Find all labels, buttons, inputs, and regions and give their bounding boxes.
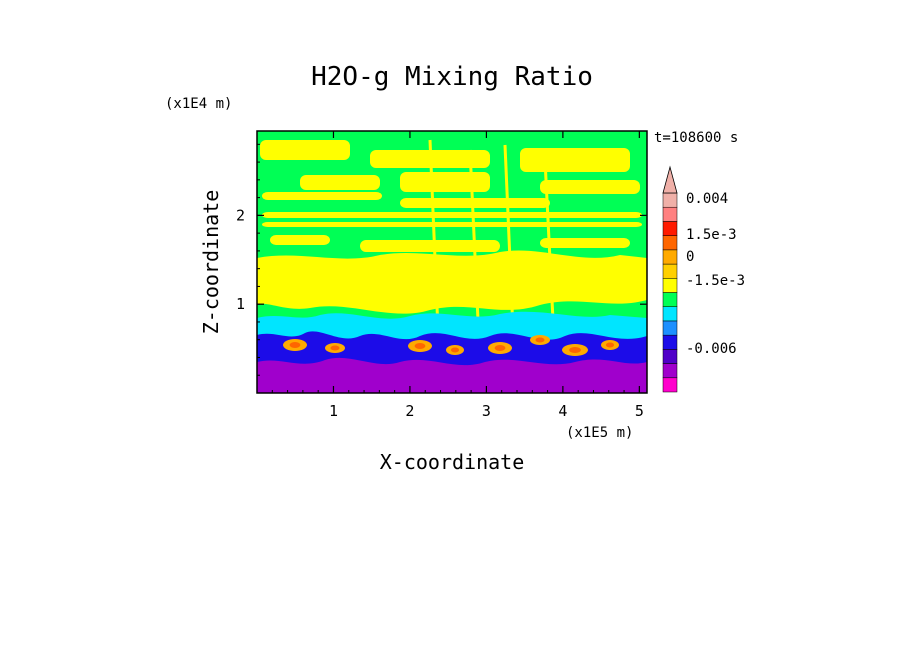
- x-tick-label: 5: [635, 402, 644, 420]
- moist-patch: [300, 175, 380, 190]
- moist-patch: [540, 180, 640, 194]
- streak: [503, 144, 515, 331]
- x-unit-label: (x1E5 m): [566, 425, 633, 441]
- x-tick-label: 1: [329, 402, 338, 420]
- colorbar-arrow: [662, 165, 678, 194]
- y-axis-label: Z-coordinate: [199, 190, 223, 335]
- plot-frame: [256, 130, 648, 394]
- streak: [543, 159, 555, 321]
- chart-title: H2O-g Mixing Ratio: [311, 62, 593, 92]
- colorbar-label: 0: [686, 249, 694, 265]
- y-unit-label: (x1E4 m): [165, 96, 232, 112]
- colorbar: [662, 165, 678, 393]
- moist-patch: [262, 212, 642, 218]
- y-axis: 12: [236, 143, 647, 376]
- colorbar-band: [662, 363, 678, 379]
- colorbar-band: [662, 192, 678, 208]
- hot-core: [535, 337, 545, 343]
- colorbar-band: [662, 292, 678, 307]
- x-axis-label: X-coordinate: [380, 450, 525, 474]
- colorbar-band: [662, 249, 678, 265]
- x-axis: 1 2 3 4 5: [271, 131, 644, 420]
- moist-patch: [400, 198, 550, 208]
- hot-core: [450, 347, 460, 353]
- colorbar-label: 1.5e-3: [686, 227, 737, 243]
- colorbar-band: [662, 263, 678, 279]
- moist-patch: [360, 240, 500, 252]
- moist-patch: [270, 235, 330, 245]
- colorbar-band: [662, 278, 678, 293]
- streak: [428, 139, 440, 331]
- colorbar-label: 0.004: [686, 191, 728, 207]
- colorbar-band: [662, 320, 678, 336]
- moist-patch: [540, 238, 630, 248]
- colorbar-label: -1.5e-3: [686, 273, 745, 289]
- hot-core: [569, 347, 581, 353]
- time-label: t=108600 s: [654, 130, 738, 146]
- hot-core: [289, 342, 301, 348]
- colorbar-band: [662, 377, 678, 393]
- moist-patch: [260, 140, 350, 160]
- hot-core: [605, 342, 615, 348]
- x-tick-label: 3: [482, 402, 491, 420]
- x-tick-label: 4: [558, 402, 567, 420]
- y-tick-label: 2: [236, 206, 245, 224]
- moist-patch: [262, 222, 642, 227]
- contour-field: [257, 131, 647, 393]
- streak: [468, 149, 480, 321]
- colorbar-band: [662, 235, 678, 251]
- x-tick-label: 2: [405, 402, 414, 420]
- colorbar-label: -0.006: [686, 341, 737, 357]
- hot-core: [414, 343, 426, 349]
- deep-layer: [257, 357, 647, 393]
- moist-patch: [520, 148, 630, 172]
- colorbar-band: [662, 206, 678, 222]
- colorbar-band: [662, 221, 678, 236]
- hot-core: [330, 345, 340, 351]
- moist-patch: [262, 192, 382, 200]
- colorbar-band: [662, 334, 678, 350]
- moist-patch: [400, 172, 490, 192]
- y-tick-label: 1: [236, 295, 245, 313]
- colorbar-band: [662, 349, 678, 364]
- colorbar-labels: 0.004 1.5e-3 0 -1.5e-3 -0.006: [686, 191, 745, 357]
- hot-core: [494, 345, 506, 351]
- colorbar-band: [662, 306, 678, 322]
